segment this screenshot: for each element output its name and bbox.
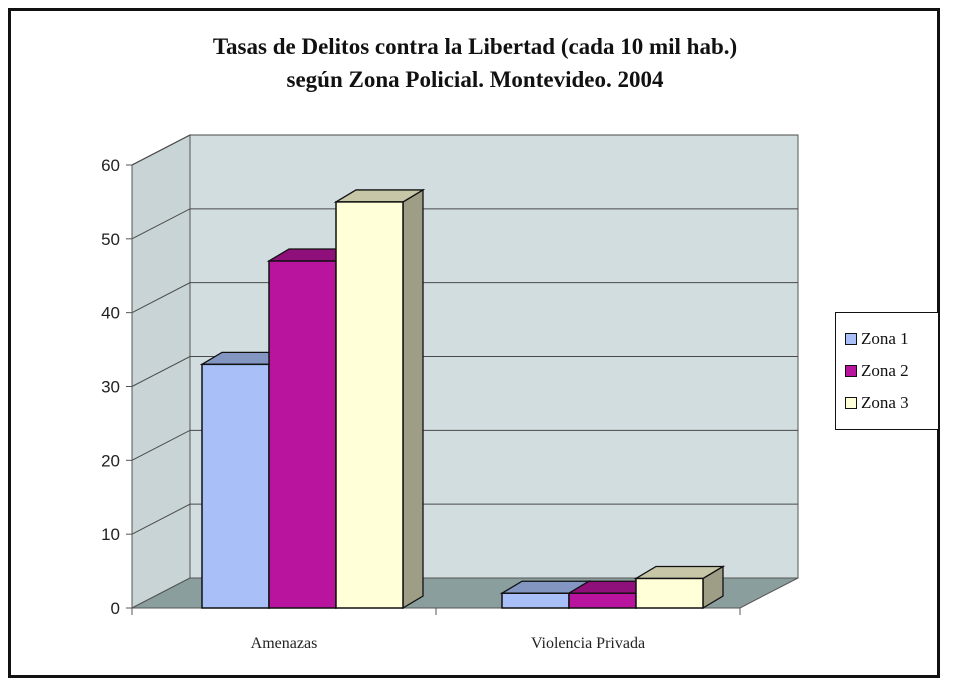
x-category-label: Amenazas [251, 635, 318, 652]
legend-swatch [845, 365, 857, 377]
y-tick-label: 30 [101, 378, 120, 397]
bar [501, 592, 570, 609]
legend-label: Zona 1 [861, 329, 909, 348]
x-category-label: Violencia Privada [531, 635, 645, 652]
gridline [131, 208, 798, 240]
gridline [131, 134, 798, 166]
bar-side [402, 188, 424, 610]
y-tick-label: 40 [101, 304, 120, 323]
legend-label: Zona 2 [861, 361, 909, 380]
y-tick-label: 0 [111, 599, 120, 618]
legend-item-zona-2: Zona 2 [845, 355, 938, 387]
legend-item-zona-3: Zona 3 [845, 387, 938, 419]
y-tick-label: 20 [101, 451, 120, 470]
chart-title: Tasas de Delitos contra la Libertad (cad… [0, 30, 950, 96]
y-tick-label: 50 [101, 230, 120, 249]
bar [635, 577, 704, 609]
bar [568, 592, 637, 609]
chart-title-line-2: según Zona Policial. Montevideo. 2004 [286, 67, 664, 92]
legend-label: Zona 3 [861, 393, 909, 412]
gridline [131, 503, 798, 535]
legend-swatch [845, 333, 857, 345]
y-tick-label: 60 [101, 156, 120, 175]
legend-swatch [845, 397, 857, 409]
bar [335, 201, 404, 609]
legend: Zona 1 Zona 2 Zona 3 [835, 312, 939, 430]
gridline [131, 282, 798, 314]
gridline [131, 356, 798, 387]
bar [268, 260, 337, 609]
y-tick-label: 10 [101, 525, 120, 544]
chart-title-line-1: Tasas de Delitos contra la Libertad (cad… [212, 34, 738, 59]
legend-item-zona-1: Zona 1 [845, 323, 938, 355]
bar [201, 363, 270, 609]
gridline [131, 429, 798, 461]
